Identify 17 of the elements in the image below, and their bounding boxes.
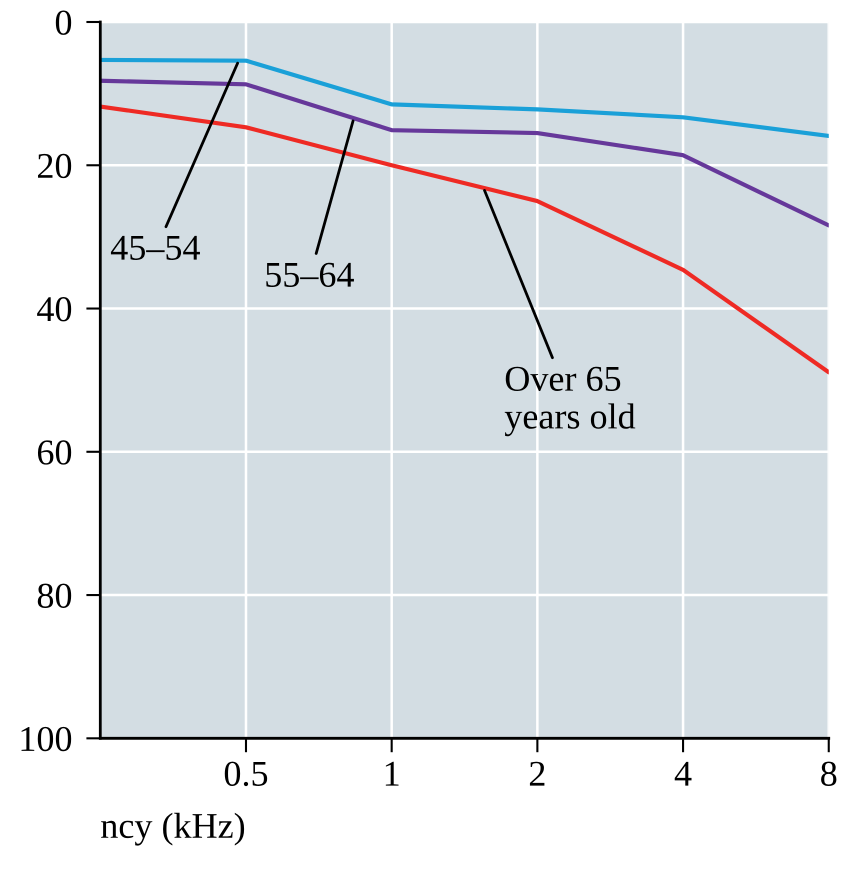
y-tick-label: 20 bbox=[38, 154, 72, 178]
y-tick-label: 60 bbox=[38, 440, 72, 465]
y-tick-label: 40 bbox=[37, 297, 72, 322]
text: Over 65 years old bbox=[504, 366, 636, 436]
x-tick-label: 1 bbox=[386, 762, 399, 786]
y-tick-label: 100 bbox=[22, 726, 72, 752]
x-tick-label: 4 bbox=[674, 762, 692, 786]
x-tick-label: 8 bbox=[821, 762, 836, 786]
y-tick-label: 80 bbox=[38, 584, 72, 608]
line-series bbox=[100, 78, 829, 228]
text: 55–64 bbox=[266, 262, 354, 288]
y-tick-label: 0 bbox=[56, 10, 72, 35]
line-series bbox=[100, 58, 829, 138]
x-axis-title: ncy (kHz) bbox=[101, 812, 244, 846]
text: 45–54 bbox=[110, 236, 200, 260]
x-tick-label: 0.5 bbox=[224, 762, 268, 786]
x-tick-label: 2 bbox=[530, 762, 544, 786]
